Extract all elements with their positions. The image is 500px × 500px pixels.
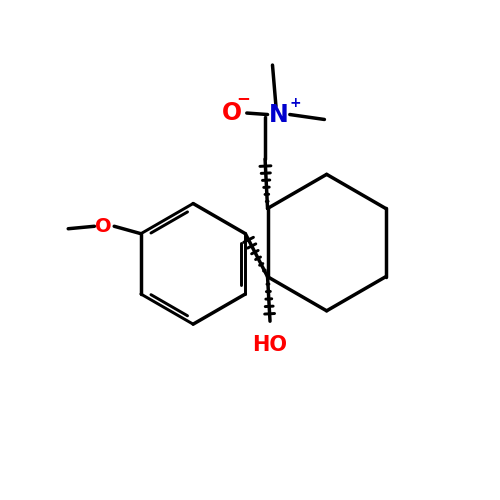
Text: +: +	[290, 96, 302, 110]
Text: N: N	[269, 102, 289, 126]
Text: O: O	[94, 217, 111, 236]
Text: −: −	[236, 89, 250, 107]
Text: O: O	[222, 101, 242, 125]
Text: HO: HO	[252, 335, 288, 355]
